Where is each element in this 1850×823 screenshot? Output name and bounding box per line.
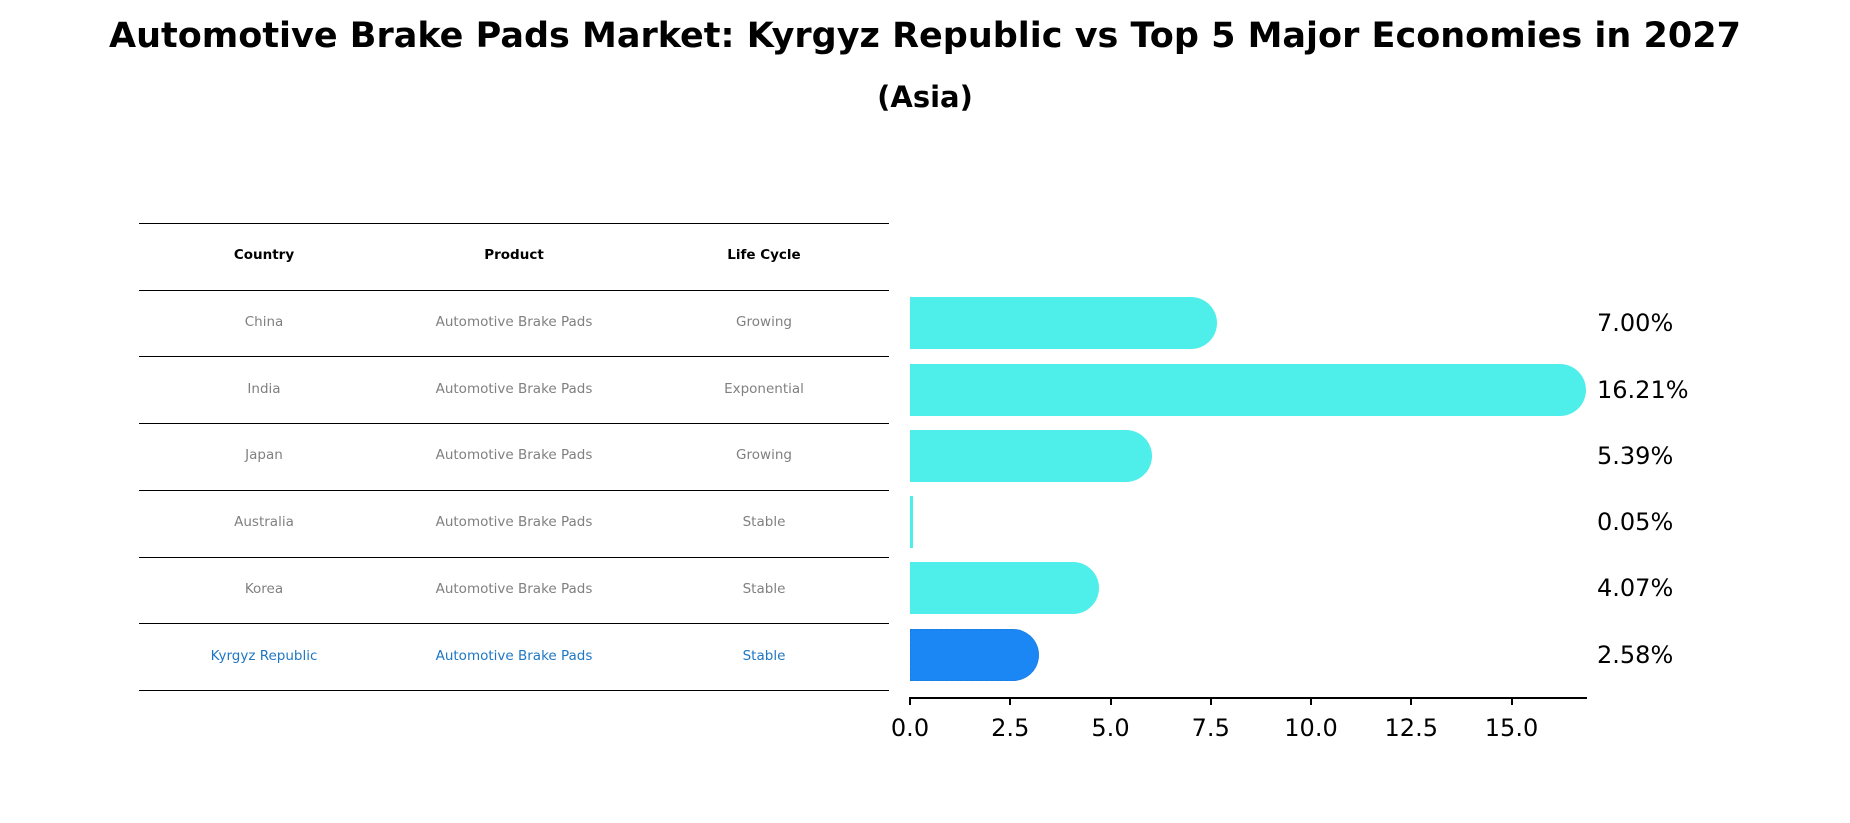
table-cell-country: India <box>247 380 281 397</box>
chart-title: Automotive Brake Pads Market: Kyrgyz Rep… <box>109 16 1741 56</box>
table-cell-life-cycle: Exponential <box>724 380 804 397</box>
table-rule <box>139 489 889 491</box>
table-cell-product: Automotive Brake Pads <box>435 314 593 331</box>
table-cell-life-cycle: Stable <box>742 580 786 597</box>
table-header-country: Country <box>233 247 295 264</box>
table-rule <box>139 223 889 224</box>
bar-japan <box>910 430 1153 482</box>
bar-india <box>910 364 1587 416</box>
x-tick <box>1310 697 1312 705</box>
x-tick <box>1009 697 1012 705</box>
table-cell-country: Korea <box>244 580 284 597</box>
table-cell-country: Japan <box>245 447 283 464</box>
value-label: 0.05% <box>1597 508 1674 536</box>
value-label: 5.39% <box>1597 442 1674 470</box>
table-cell-product: Automotive Brake Pads <box>435 580 593 597</box>
table-header-life-cycle: Life Cycle <box>727 247 801 264</box>
x-tick-label: 5.0 <box>1091 714 1130 742</box>
table-rule <box>139 289 889 291</box>
table-cell-product: Automotive Brake Pads <box>435 514 593 531</box>
x-tick <box>1109 697 1112 705</box>
table-cell-life-cycle: Growing <box>736 447 792 464</box>
table-cell-life-cycle: Stable <box>742 514 786 531</box>
table-cell-product: Automotive Brake Pads <box>435 647 593 664</box>
table-cell-country: Kyrgyz Republic <box>210 647 318 664</box>
table-rule <box>139 556 889 558</box>
x-tick-label: 10.0 <box>1284 714 1338 742</box>
x-tick <box>1410 697 1413 705</box>
x-tick <box>909 697 911 705</box>
x-tick-label: 2.5 <box>991 714 1030 742</box>
table-rule <box>139 423 889 425</box>
table-cell-life-cycle: Growing <box>736 314 792 331</box>
x-tick-label: 7.5 <box>1191 714 1230 742</box>
table-cell-country: China <box>244 314 284 331</box>
table-header-product: Product <box>484 247 544 264</box>
bar-kyrgyz-republic <box>910 629 1040 681</box>
x-tick <box>1510 697 1513 705</box>
table-cell-product: Automotive Brake Pads <box>435 447 593 464</box>
bar-china <box>910 297 1217 349</box>
table-rule <box>139 689 889 691</box>
x-tick-label: 12.5 <box>1384 714 1438 742</box>
x-tick-label: 15.0 <box>1484 714 1539 742</box>
value-label: 16.21% <box>1597 376 1689 404</box>
table-cell-life-cycle: Stable <box>742 647 786 664</box>
value-label: 7.00% <box>1597 309 1674 337</box>
x-tick-label: 0.0 <box>890 714 930 742</box>
table-rule <box>139 623 889 625</box>
bar-korea <box>910 562 1100 614</box>
table-rule <box>139 356 889 358</box>
chart-subtitle: (Asia) <box>877 80 973 114</box>
x-tick <box>1209 697 1212 705</box>
x-axis-line <box>910 697 1587 699</box>
value-label: 4.07% <box>1597 574 1674 602</box>
bar-australia <box>910 496 913 548</box>
value-label: 2.58% <box>1597 641 1674 669</box>
table-cell-country: Australia <box>234 514 294 531</box>
table-cell-product: Automotive Brake Pads <box>435 380 593 397</box>
